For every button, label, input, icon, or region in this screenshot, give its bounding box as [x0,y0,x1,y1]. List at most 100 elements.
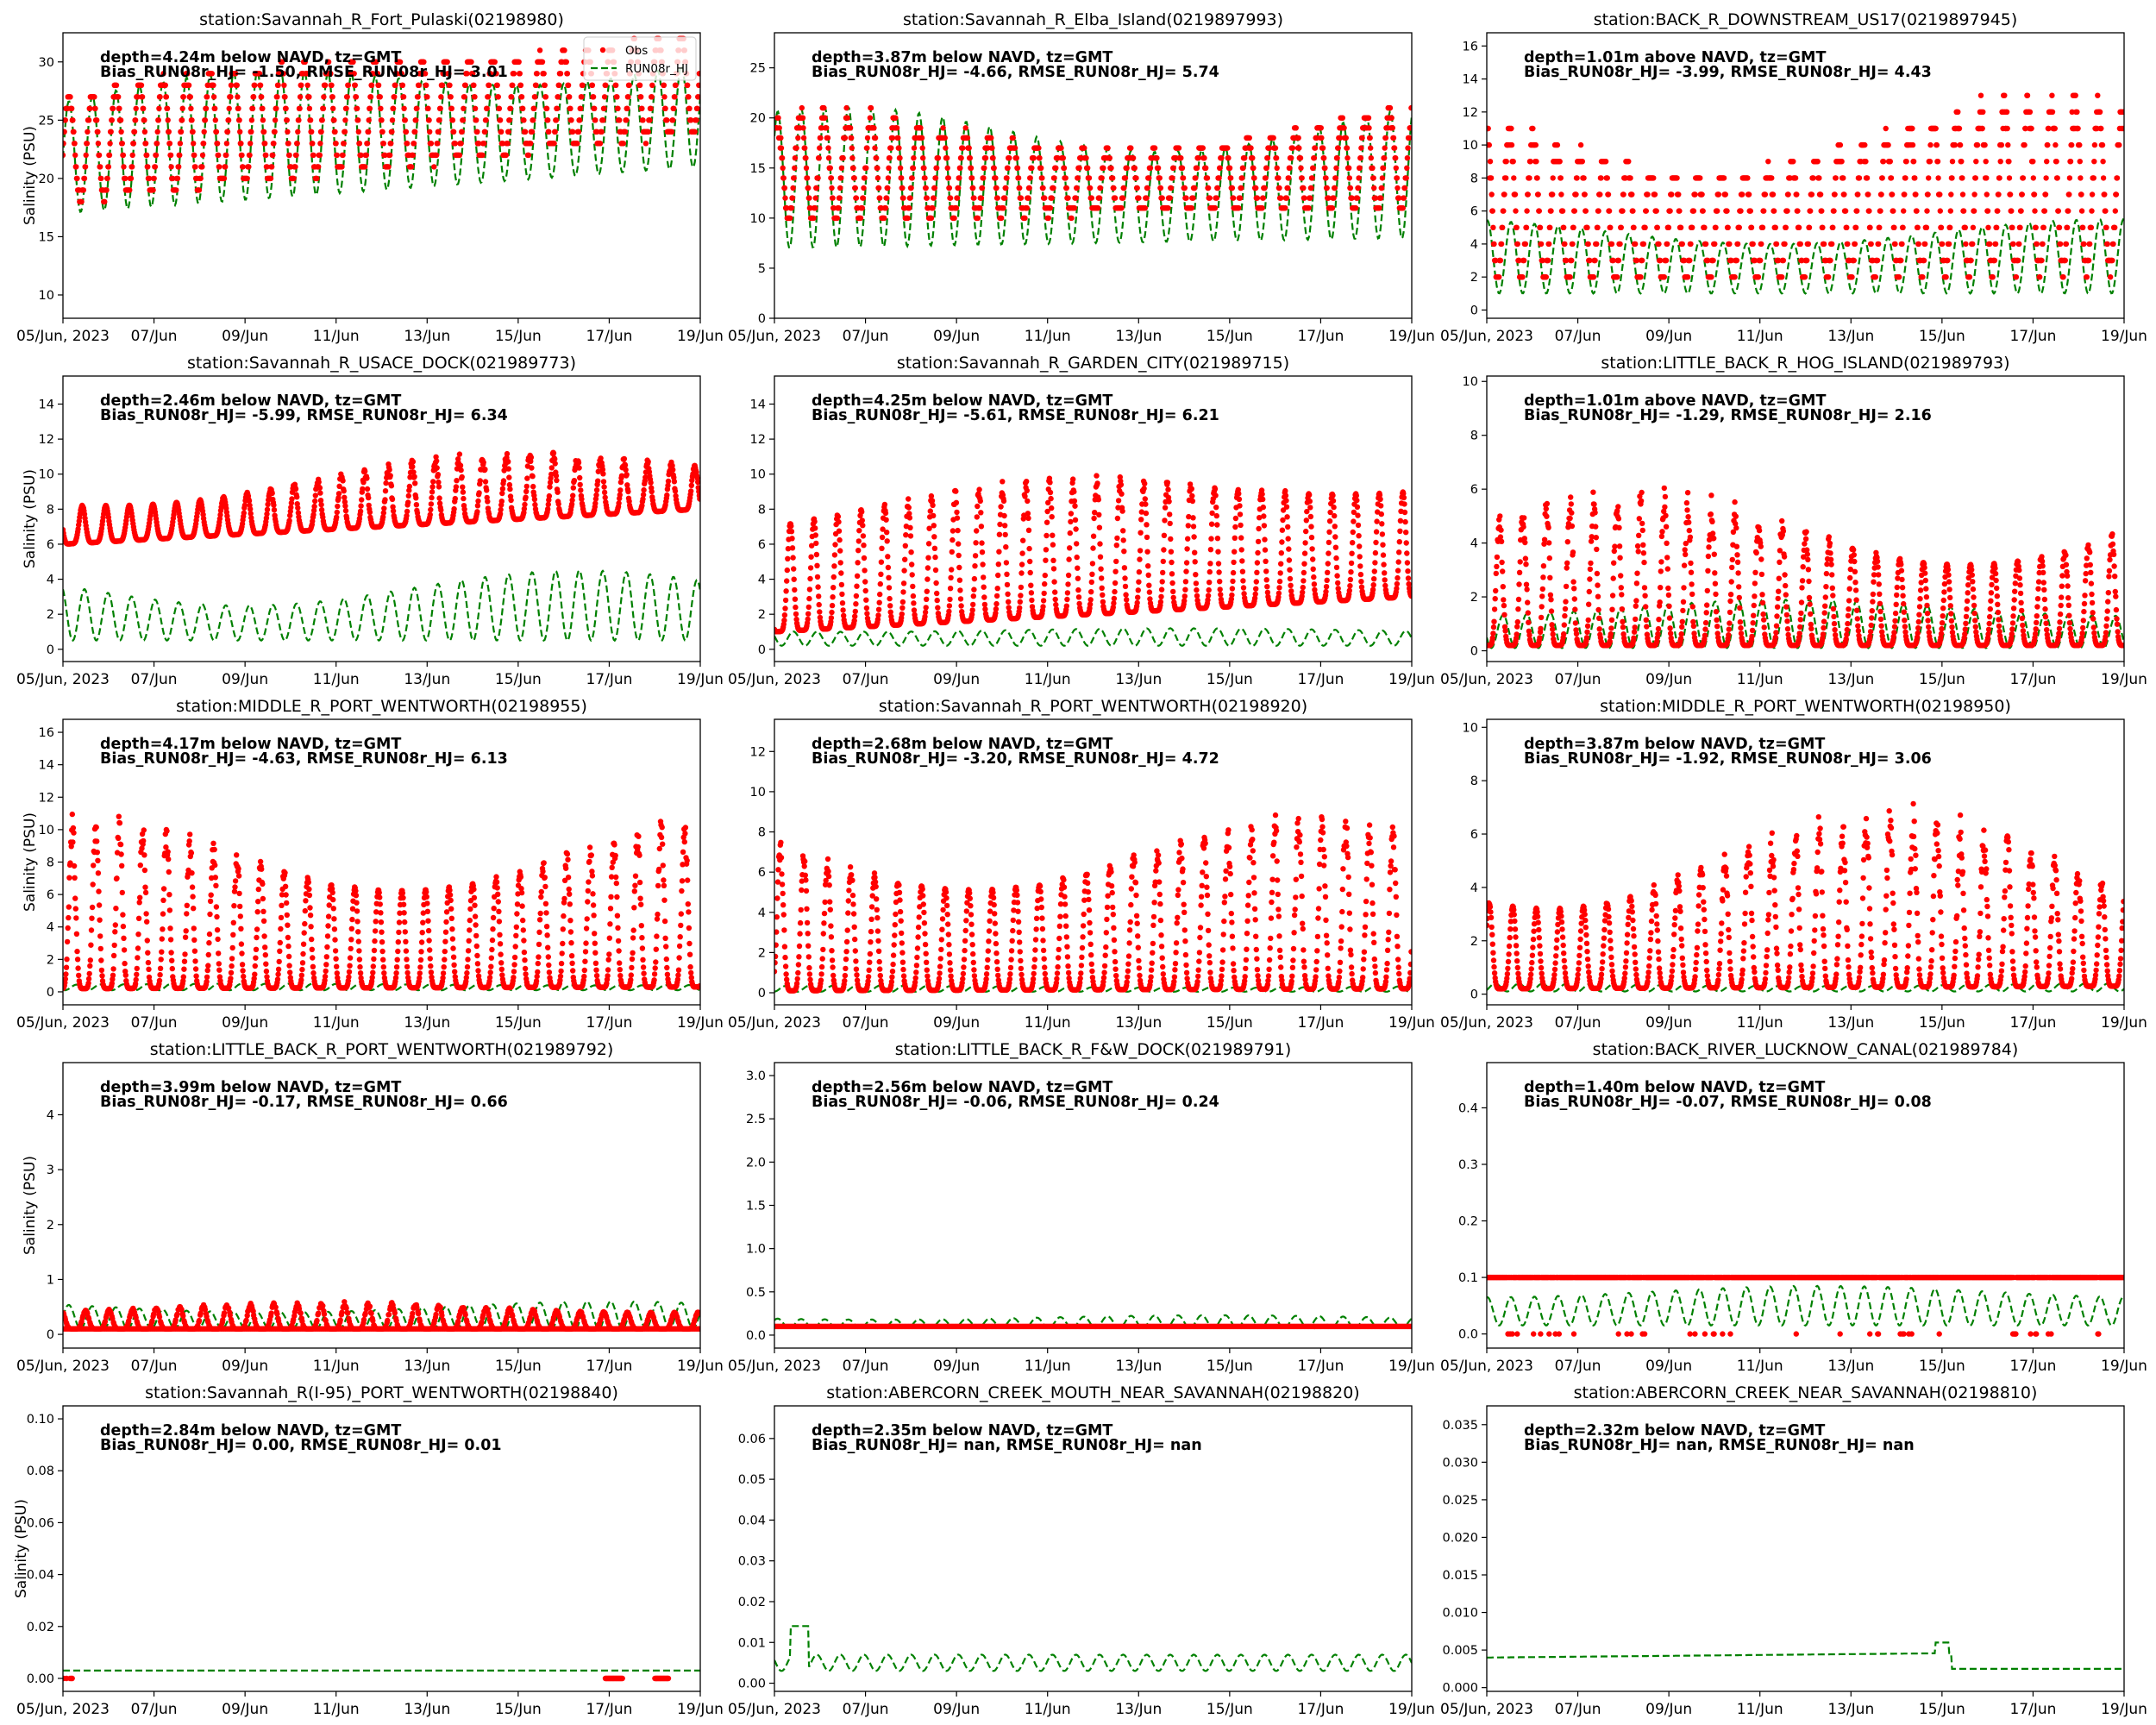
obs-point [87,105,93,111]
obs-point [192,164,198,170]
obs-point [1395,185,1401,191]
obs-point [1260,195,1267,201]
obs-point [993,185,1000,191]
obs-point [989,145,995,151]
legend-obs-label: Obs [625,44,648,58]
obs-point [1759,224,1766,230]
obs-point [358,503,364,509]
obs-point [2121,109,2124,115]
obs-point [458,467,464,474]
obs-point [484,105,490,111]
obs-point [1806,224,1813,230]
obs-point [1995,208,2001,214]
obs-point [370,71,376,77]
obs-point [1889,191,1896,198]
obs-point [1038,165,1044,171]
obs-point [1273,155,1280,161]
obs-point [1570,241,1576,248]
obs-point [1045,215,1052,222]
obs-point [2077,159,2083,165]
obs-point [118,129,124,135]
obs-point [1356,175,1362,181]
obs-point [575,129,582,135]
obs-point [1130,155,1137,161]
obs-point [900,195,906,201]
obs-point [1254,195,1261,201]
obs-point [1005,165,1011,171]
obs-point [191,141,197,147]
obs-point [1714,208,1720,214]
obs-point [943,155,950,161]
obs-point [203,105,210,111]
obs-point [1308,185,1314,191]
obs-point [1503,175,1509,181]
obs-point [1880,159,1887,165]
obs-point [614,94,620,100]
obs-point [294,141,300,147]
obs-point [1661,274,1668,280]
obs-point [356,141,363,147]
obs-point [117,117,124,123]
obs-point [1306,205,1312,211]
obs-point [1739,191,1745,198]
obs-point [333,141,339,147]
obs-point [1920,274,1926,280]
obs-point [1761,208,1767,214]
obs-point [298,82,304,89]
obs-point [1322,165,1328,171]
obs-point [410,459,417,465]
obs-point [1081,145,1087,151]
obs-point [577,117,583,123]
obs-point [1877,224,1883,230]
obs-point [508,94,515,100]
obs-point [1190,195,1196,201]
obs-point [1192,185,1198,191]
obs-point [521,505,528,512]
obs-point [210,94,217,100]
obs-point [1388,115,1395,121]
obs-point [1618,224,1625,230]
obs-point [592,117,599,123]
obs-point [1334,155,1340,161]
obs-point [1144,195,1150,201]
obs-point [152,164,159,170]
obs-point [1274,165,1280,171]
obs-point [1985,224,1991,230]
obs-point [1230,195,1237,201]
obs-point [263,515,270,521]
obs-point [1086,175,1093,181]
obs-point [212,117,218,123]
obs-point [122,175,128,182]
obs-point [1157,185,1164,191]
obs-point [284,117,290,123]
obs-point [246,498,253,504]
obs-point [1558,191,1564,198]
obs-point [1909,125,1915,132]
obs-point [259,94,265,100]
obs-point [141,105,147,111]
obs-point [529,465,535,471]
obs-point [1051,175,1057,181]
obs-point [473,117,479,123]
obs-point [1333,165,1339,171]
obs-point [1401,195,1407,201]
obs-point [2066,175,2073,181]
obs-point [452,141,458,147]
obs-point [2103,224,2109,230]
obs-point [2009,224,2015,230]
obs-point [1200,145,1206,151]
obs-point [1278,195,1284,201]
obs-point [1856,175,1863,181]
obs-point [1493,257,1499,264]
obs-point [523,494,529,500]
obs-point [1319,145,1326,151]
obs-point [1379,185,1385,191]
obs-point [945,175,952,181]
obs-point [2057,241,2064,248]
obs-point [940,125,946,131]
obs-point [642,141,649,147]
obs-point [1970,224,1977,230]
obs-point [1088,195,1095,201]
obs-point [1943,274,1949,280]
obs-point [1004,175,1010,181]
